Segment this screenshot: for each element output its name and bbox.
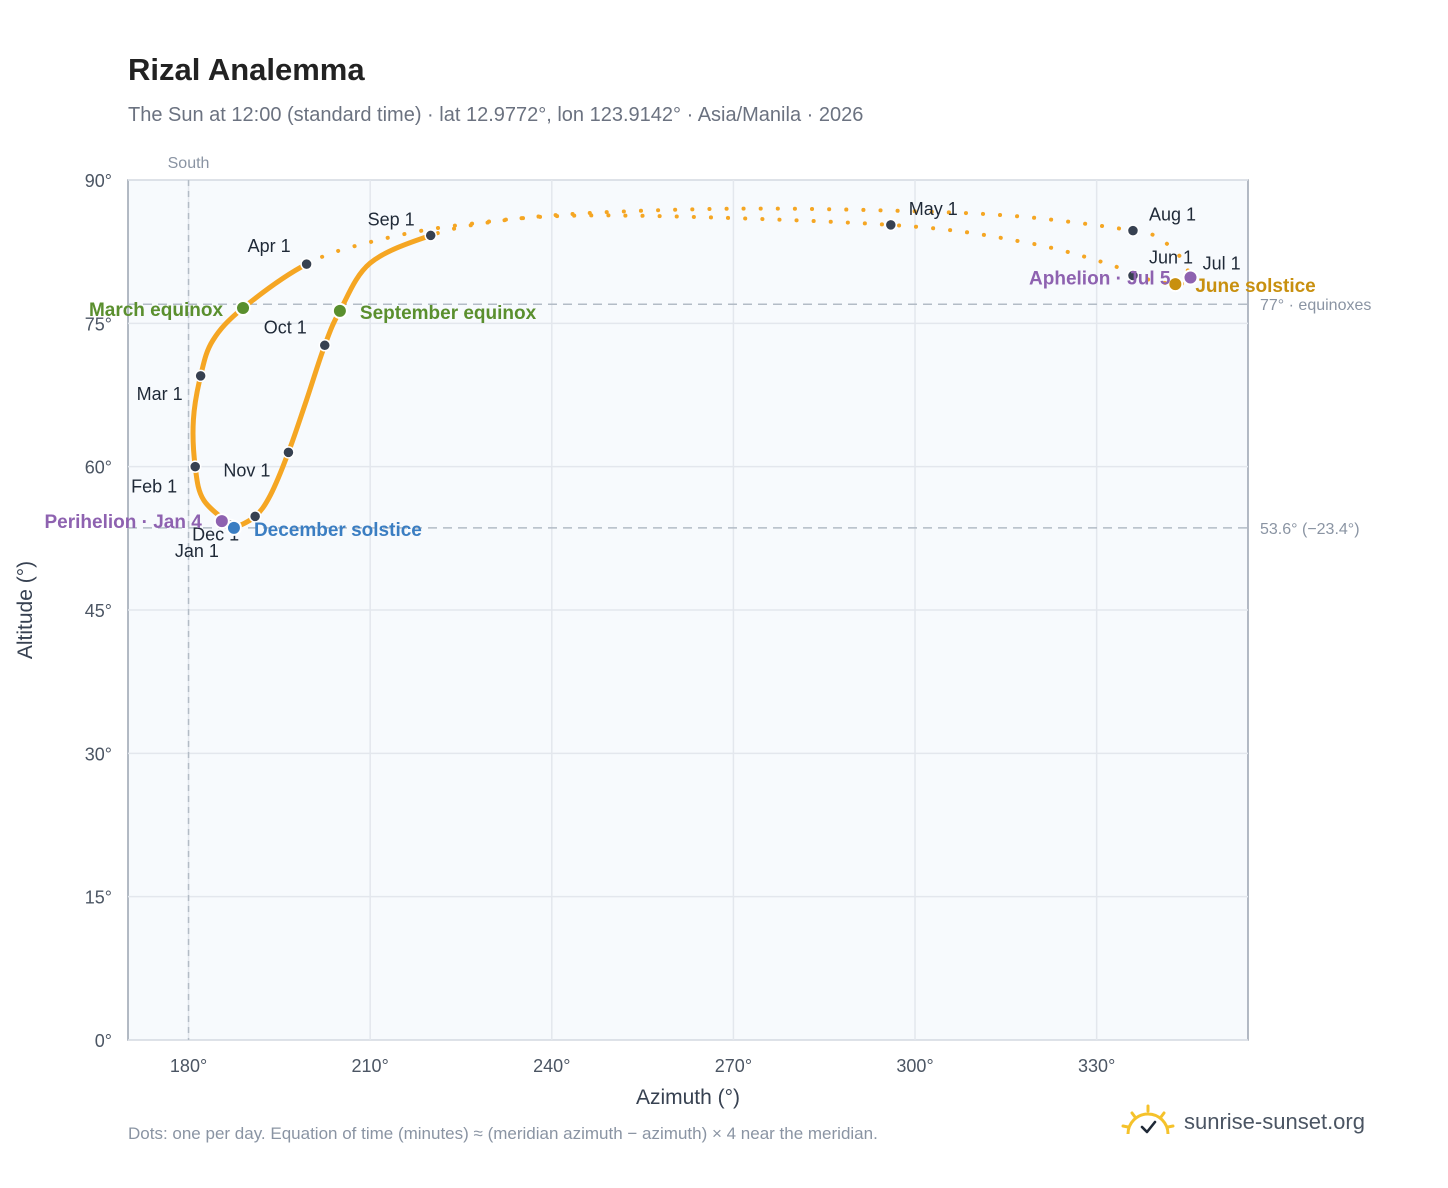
event-label: September equinox xyxy=(360,303,537,324)
month-label: May 1 xyxy=(909,199,958,219)
brand-name: sunrise-sunset.org xyxy=(1184,1109,1365,1134)
brand-link[interactable]: sunrise-sunset.org xyxy=(1120,1102,1365,1142)
month-label: Mar 1 xyxy=(137,384,183,404)
month-label: Jul 1 xyxy=(1203,253,1241,273)
month-point xyxy=(194,369,207,383)
event-marker xyxy=(1167,276,1184,293)
x-tick-label: 180° xyxy=(170,1056,207,1076)
chart-title: Rizal Analemma xyxy=(128,52,365,87)
event-marker xyxy=(331,302,348,319)
event-label: Aphelion · Jul 5 xyxy=(1029,268,1171,289)
month-label: Aug 1 xyxy=(1149,205,1196,225)
month-point xyxy=(1126,224,1140,237)
month-label: Oct 1 xyxy=(264,317,307,337)
event-marker xyxy=(225,519,242,536)
analemma-solid-segment xyxy=(228,232,434,531)
y-tick-label: 30° xyxy=(85,744,112,764)
y-tick-label: 0° xyxy=(95,1031,112,1051)
analemma-marks: Jan 1 Feb 1 Mar 1 Apr 1 May 1 Jun 1 Jul 1 Aug 1… xyxy=(45,199,1316,561)
x-tick-label: 300° xyxy=(896,1056,933,1076)
reference-label: 77° · equinoxes xyxy=(1260,297,1371,314)
meridian-label: South xyxy=(168,155,210,172)
footer-note: Dots: one per day. Equation of time (min… xyxy=(128,1124,878,1143)
event-label: June solstice xyxy=(1195,276,1315,297)
reference-label: 53.6° (−23.4°) xyxy=(1260,521,1360,538)
grid-lines xyxy=(128,179,1248,1041)
month-point xyxy=(1126,269,1140,282)
month-point xyxy=(318,339,332,352)
month-label: Apr 1 xyxy=(248,236,291,256)
month-label: Jun 1 xyxy=(1149,248,1193,268)
y-tick-label: 75° xyxy=(85,314,112,334)
event-label: December solstice xyxy=(254,520,422,541)
y-axis-label: Altitude (°) xyxy=(14,561,37,659)
x-tick-label: 210° xyxy=(352,1056,389,1076)
event-marker xyxy=(235,300,252,317)
sun-logo-icon xyxy=(1121,1104,1175,1135)
y-tick-label: 15° xyxy=(85,888,112,908)
month-label: Jan 1 xyxy=(175,541,219,561)
reference-lines: South 77° · equinoxes 53.6° (−23.4°) xyxy=(128,155,1371,1040)
x-tick-label: 240° xyxy=(533,1056,570,1076)
axes: 180° 210° 240° 270° 300° 330° 0° 15° 30° 45° 60° 75… xyxy=(85,171,1116,1076)
chart-subtitle: The Sun at 12:00 (standard time) · lat 1… xyxy=(128,104,864,126)
month-point xyxy=(248,510,262,523)
x-tick-label: 270° xyxy=(715,1056,752,1076)
month-point xyxy=(188,460,202,473)
month-label: Nov 1 xyxy=(223,460,270,480)
event-marker xyxy=(213,513,230,530)
event-marker xyxy=(1182,269,1199,286)
event-label: Perihelion · Jan 4 xyxy=(45,512,203,533)
event-label: March equinox xyxy=(89,300,224,321)
y-tick-label: 90° xyxy=(85,171,112,191)
month-point xyxy=(300,257,313,271)
x-tick-label: 330° xyxy=(1078,1056,1115,1076)
month-point xyxy=(424,229,437,242)
y-tick-label: 45° xyxy=(85,601,112,621)
month-point xyxy=(282,446,295,459)
y-tick-label: 60° xyxy=(85,458,112,478)
month-label: Sep 1 xyxy=(368,209,415,229)
x-axis-label: Azimuth (°) xyxy=(636,1086,740,1109)
month-label: Feb 1 xyxy=(131,477,177,497)
month-point xyxy=(884,218,898,232)
